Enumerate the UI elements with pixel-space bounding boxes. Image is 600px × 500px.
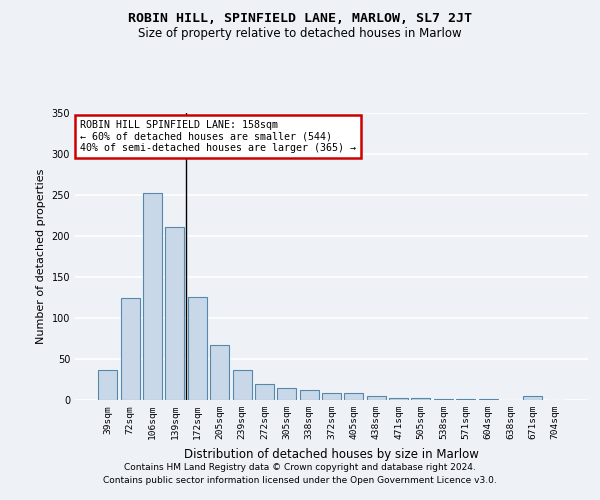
Text: Size of property relative to detached houses in Marlow: Size of property relative to detached ho… bbox=[138, 28, 462, 40]
Bar bbox=[210, 345, 229, 400]
Y-axis label: Number of detached properties: Number of detached properties bbox=[36, 168, 46, 344]
Bar bbox=[412, 398, 430, 400]
Text: ROBIN HILL SPINFIELD LANE: 158sqm
← 60% of detached houses are smaller (544)
40%: ROBIN HILL SPINFIELD LANE: 158sqm ← 60% … bbox=[80, 120, 356, 153]
Bar bbox=[255, 384, 274, 400]
Bar bbox=[121, 298, 140, 400]
Bar bbox=[389, 398, 408, 400]
Text: Contains HM Land Registry data © Crown copyright and database right 2024.: Contains HM Land Registry data © Crown c… bbox=[124, 462, 476, 471]
Bar bbox=[367, 396, 386, 400]
Bar bbox=[456, 399, 475, 400]
Text: Contains public sector information licensed under the Open Government Licence v3: Contains public sector information licen… bbox=[103, 476, 497, 485]
Bar bbox=[523, 396, 542, 400]
Bar bbox=[344, 392, 364, 400]
Bar bbox=[434, 399, 453, 400]
X-axis label: Distribution of detached houses by size in Marlow: Distribution of detached houses by size … bbox=[184, 448, 479, 460]
Bar bbox=[479, 399, 497, 400]
Bar bbox=[322, 392, 341, 400]
Bar bbox=[143, 193, 162, 400]
Bar bbox=[188, 298, 207, 400]
Bar bbox=[166, 226, 184, 400]
Bar bbox=[299, 390, 319, 400]
Bar bbox=[277, 388, 296, 400]
Bar bbox=[233, 370, 251, 400]
Text: ROBIN HILL, SPINFIELD LANE, MARLOW, SL7 2JT: ROBIN HILL, SPINFIELD LANE, MARLOW, SL7 … bbox=[128, 12, 472, 26]
Bar bbox=[98, 370, 118, 400]
